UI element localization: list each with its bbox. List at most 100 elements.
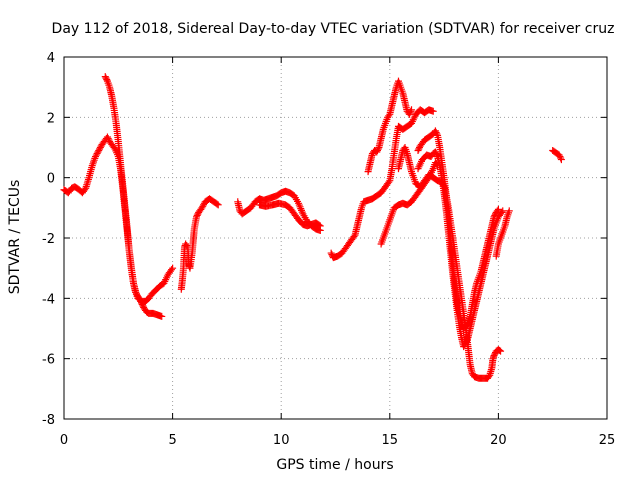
x-tick-label: 20 [490, 433, 507, 448]
series-5 [255, 199, 324, 230]
data-point [505, 207, 513, 215]
y-tick-label: -6 [42, 353, 55, 368]
data-point [96, 145, 104, 153]
data-point [92, 151, 100, 159]
data-point [102, 74, 110, 82]
series-6 [327, 106, 437, 262]
data-point [103, 133, 111, 141]
data-point [557, 156, 565, 164]
data-point [433, 130, 441, 138]
data-point [555, 151, 563, 159]
data-point [193, 211, 201, 219]
data-point [490, 352, 498, 360]
data-point [104, 134, 112, 142]
data-point [199, 202, 207, 210]
data-point [415, 145, 423, 153]
data-markers [60, 73, 565, 382]
data-point [198, 204, 206, 212]
data-point [432, 128, 440, 136]
data-point [485, 373, 493, 381]
data-point [385, 178, 393, 186]
x-tick-label: 25 [599, 433, 616, 448]
data-point [429, 107, 437, 115]
data-point [431, 148, 439, 156]
y-tick-label: 0 [47, 172, 55, 187]
data-point [495, 346, 503, 354]
data-point [491, 350, 499, 358]
data-point [93, 150, 101, 158]
data-point [407, 107, 415, 115]
data-point [374, 145, 382, 153]
data-point [315, 221, 323, 229]
x-tick-label: 15 [382, 433, 399, 448]
data-point [214, 201, 222, 209]
data-point [463, 321, 471, 329]
data-point [81, 186, 89, 194]
y-tick-label: 4 [47, 51, 55, 66]
x-tick-label: 10 [273, 433, 290, 448]
y-tick-label: 2 [47, 111, 55, 126]
data-point [183, 242, 191, 250]
data-point [373, 147, 381, 155]
y-tick-label: -2 [42, 232, 55, 247]
data-point [101, 73, 109, 81]
data-point [498, 208, 506, 216]
data-point [96, 144, 104, 151]
data-point [385, 112, 393, 120]
data-point [94, 148, 102, 156]
data-point [103, 76, 111, 84]
data-point [494, 205, 502, 213]
data-point [497, 347, 505, 355]
data-point [158, 312, 166, 320]
x-tick-label: 0 [60, 433, 68, 448]
data-point [169, 264, 177, 272]
data-point [192, 213, 200, 221]
data-point [414, 147, 422, 155]
grid-lines [64, 57, 607, 419]
series-4 [234, 187, 324, 234]
y-tick-label: -8 [42, 413, 55, 428]
data-point [168, 266, 176, 274]
series-1 [60, 133, 177, 305]
data-point [405, 110, 413, 118]
data-point [95, 147, 103, 155]
x-tick-label: 5 [168, 433, 176, 448]
data-point [408, 106, 416, 114]
data-point [136, 296, 144, 304]
y-tick-labels: -8 -6 -4 -2 0 2 4 [42, 51, 55, 428]
data-point [200, 201, 208, 209]
data-point [137, 299, 145, 307]
series-13 [549, 147, 565, 164]
data-point [213, 200, 221, 208]
data-point [327, 249, 335, 257]
data-point [139, 302, 147, 310]
series-11 [414, 148, 507, 351]
data-point [350, 232, 358, 240]
data-point [556, 153, 564, 161]
series-12 [492, 207, 513, 260]
data-point [316, 222, 324, 230]
data-point [406, 109, 414, 117]
data-point [138, 300, 146, 308]
plot-frame [63, 56, 608, 420]
x-tick-labels: 0 5 10 15 20 25 [60, 433, 615, 448]
data-point [91, 153, 99, 161]
data-point [431, 127, 439, 135]
data-point [557, 154, 565, 162]
series-8 [377, 159, 442, 248]
data-point [432, 150, 440, 158]
y-tick-label: -4 [42, 292, 55, 307]
series-3 [177, 195, 222, 293]
data-point [499, 207, 507, 215]
chart-title: Day 112 of 2018, Sidereal Day-to-day VTE… [52, 21, 615, 37]
x-axis-label: GPS time / hours [276, 457, 393, 473]
axis-ticks [63, 56, 608, 420]
y-axis-label: SDTVAR / TECUs [7, 180, 23, 295]
data-point [137, 297, 145, 305]
data-point [433, 151, 441, 159]
series-7 [364, 77, 416, 176]
data-point [373, 148, 381, 156]
series-2 [101, 73, 166, 320]
data-point [461, 341, 469, 349]
